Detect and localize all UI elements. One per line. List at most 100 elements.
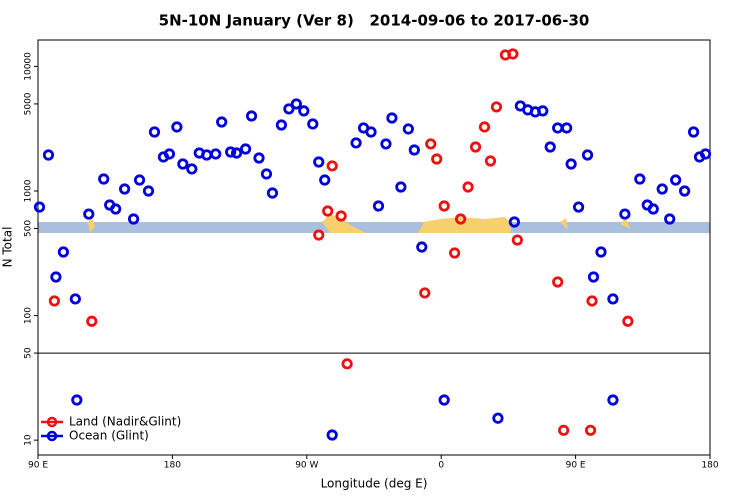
point: [231, 147, 243, 159]
point: [119, 183, 131, 195]
point: [335, 210, 347, 222]
point: [48, 295, 61, 307]
point: [664, 213, 676, 225]
point: [380, 138, 392, 150]
point: [341, 358, 353, 370]
point: [326, 429, 338, 441]
point: [171, 121, 183, 133]
point: [449, 247, 461, 259]
point: [431, 153, 443, 165]
point: [275, 119, 288, 131]
point: [565, 158, 577, 170]
point: [587, 271, 600, 283]
point: [266, 187, 279, 199]
y-tick-label: 5000: [24, 92, 34, 115]
point: [110, 203, 122, 215]
point: [619, 208, 631, 220]
point: [86, 315, 98, 327]
point: [148, 126, 161, 138]
x-tick-label: 90 E: [28, 461, 48, 471]
point: [69, 293, 81, 305]
point: [313, 229, 325, 241]
y-tick-label: 50: [24, 347, 34, 359]
point: [469, 141, 482, 153]
point: [572, 201, 585, 213]
point: [490, 101, 503, 113]
point: [225, 146, 237, 158]
point: [163, 148, 176, 160]
point: [260, 168, 273, 180]
point: [186, 163, 198, 175]
point: [253, 152, 265, 164]
point: [552, 276, 564, 288]
legend-marker: [46, 416, 58, 428]
point: [679, 185, 691, 197]
point: [586, 295, 598, 307]
point: [416, 241, 428, 253]
point: [33, 201, 46, 213]
point: [386, 112, 398, 124]
point: [127, 213, 140, 225]
point: [537, 105, 549, 117]
point: [687, 126, 700, 138]
point: [210, 148, 222, 160]
point: [584, 424, 597, 436]
y-tick-label: 100: [24, 307, 34, 324]
point: [313, 156, 325, 168]
point: [622, 315, 634, 327]
point: [462, 181, 474, 193]
point: [177, 158, 189, 170]
point: [656, 183, 668, 195]
point: [50, 271, 62, 283]
point: [507, 48, 519, 60]
x-tick-label: 180: [164, 461, 181, 471]
point: [307, 118, 319, 130]
point: [670, 174, 682, 186]
point: [239, 143, 252, 155]
point: [438, 394, 450, 406]
point: [142, 185, 155, 197]
y-tick-label: 500: [24, 220, 34, 237]
point: [322, 205, 334, 217]
legend-label: Ocean (Glint): [69, 429, 149, 443]
point: [511, 234, 523, 246]
point: [402, 123, 414, 135]
point: [42, 149, 55, 161]
point: [508, 216, 520, 228]
point: [83, 208, 95, 220]
point: [283, 103, 295, 115]
point: [647, 203, 659, 215]
point: [425, 138, 437, 150]
legend-marker: [46, 430, 58, 442]
point: [201, 149, 213, 161]
point: [71, 394, 83, 406]
point: [438, 200, 450, 212]
x-tick-label: 90 E: [566, 461, 586, 471]
point: [319, 174, 331, 186]
point: [492, 412, 504, 424]
point: [326, 160, 338, 172]
point: [298, 105, 310, 117]
point: [419, 287, 431, 299]
point: [478, 121, 491, 133]
point: [595, 246, 607, 258]
y-axis-title: N Total: [1, 227, 15, 268]
point: [607, 293, 619, 305]
point: [290, 98, 302, 110]
y-tick-label: 1000: [24, 179, 34, 202]
point: [455, 213, 467, 225]
point: [245, 110, 258, 122]
point: [699, 148, 712, 160]
point: [607, 394, 619, 406]
point: [350, 137, 362, 149]
point: [372, 200, 385, 212]
point: [57, 246, 69, 258]
point: [395, 181, 407, 193]
legend-label: Land (Nadir&Glint): [69, 415, 181, 429]
point: [634, 173, 646, 185]
point: [552, 122, 564, 134]
point: [216, 116, 228, 128]
x-tick-label: 0: [438, 461, 444, 471]
point: [365, 126, 377, 138]
